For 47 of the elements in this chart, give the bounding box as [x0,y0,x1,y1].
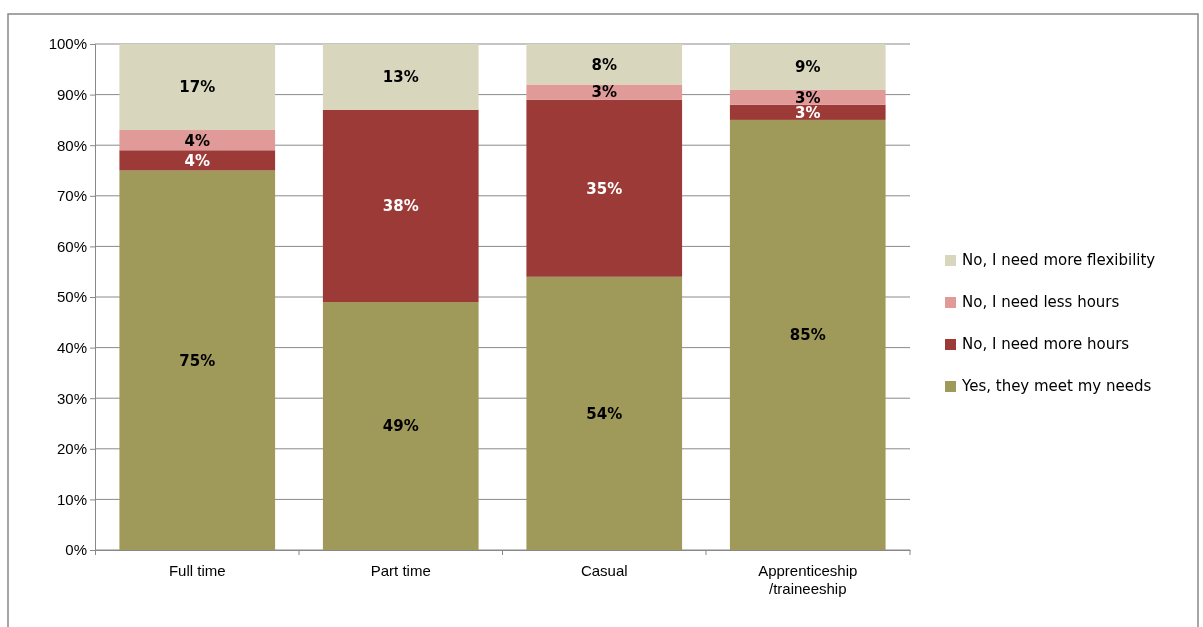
bar [526,276,683,550]
y-tick-label: 50% [56,288,87,306]
data-label: 35% [586,179,623,198]
data-label: 4% [184,131,210,150]
y-tick-label: 90% [56,85,87,103]
legend-label: No, I need more hours [962,335,1130,354]
legend-label: No, I need more flexibility [962,251,1156,270]
bar [119,170,276,550]
data-label: 75% [179,351,216,370]
data-label: 3% [591,83,617,102]
data-label: 8% [591,55,617,74]
bar [526,99,683,277]
y-tick-label: 10% [56,490,87,508]
bar [526,84,683,100]
y-tick-label: 20% [56,440,87,458]
y-tick-label: 30% [56,389,87,407]
bar [119,44,276,131]
bar [119,150,276,171]
x-tick-label: Part time [370,562,431,579]
data-label: 17% [179,78,216,97]
legend-label: Yes, they meet my needs [961,377,1152,396]
data-label: 9% [795,58,821,77]
bar [526,44,683,85]
bar [322,302,479,550]
y-tick-label: 40% [56,338,87,356]
y-tick-label: 100% [48,35,87,53]
y-tick-label: 60% [56,237,87,255]
bar [729,89,886,105]
data-label: 54% [586,404,623,423]
x-tick-label: Full time [168,562,226,579]
bar [729,104,886,120]
y-tick-label: 0% [65,541,87,559]
x-tick-label: Apprenticeship /traineeship [758,562,858,597]
data-label: 38% [382,197,419,216]
data-label: 13% [382,68,419,87]
data-label: 4% [184,151,210,170]
legend-label: No, I need less hours [962,293,1120,312]
bar [729,119,886,550]
bar [119,130,276,151]
y-tick-label: 70% [56,187,87,205]
y-tick-label: 80% [56,136,87,154]
bar [322,109,479,303]
x-tick-label: Casual [580,562,628,579]
bar [322,44,479,110]
data-label: 85% [789,326,826,345]
bar [729,44,886,90]
data-label: 49% [382,417,419,436]
